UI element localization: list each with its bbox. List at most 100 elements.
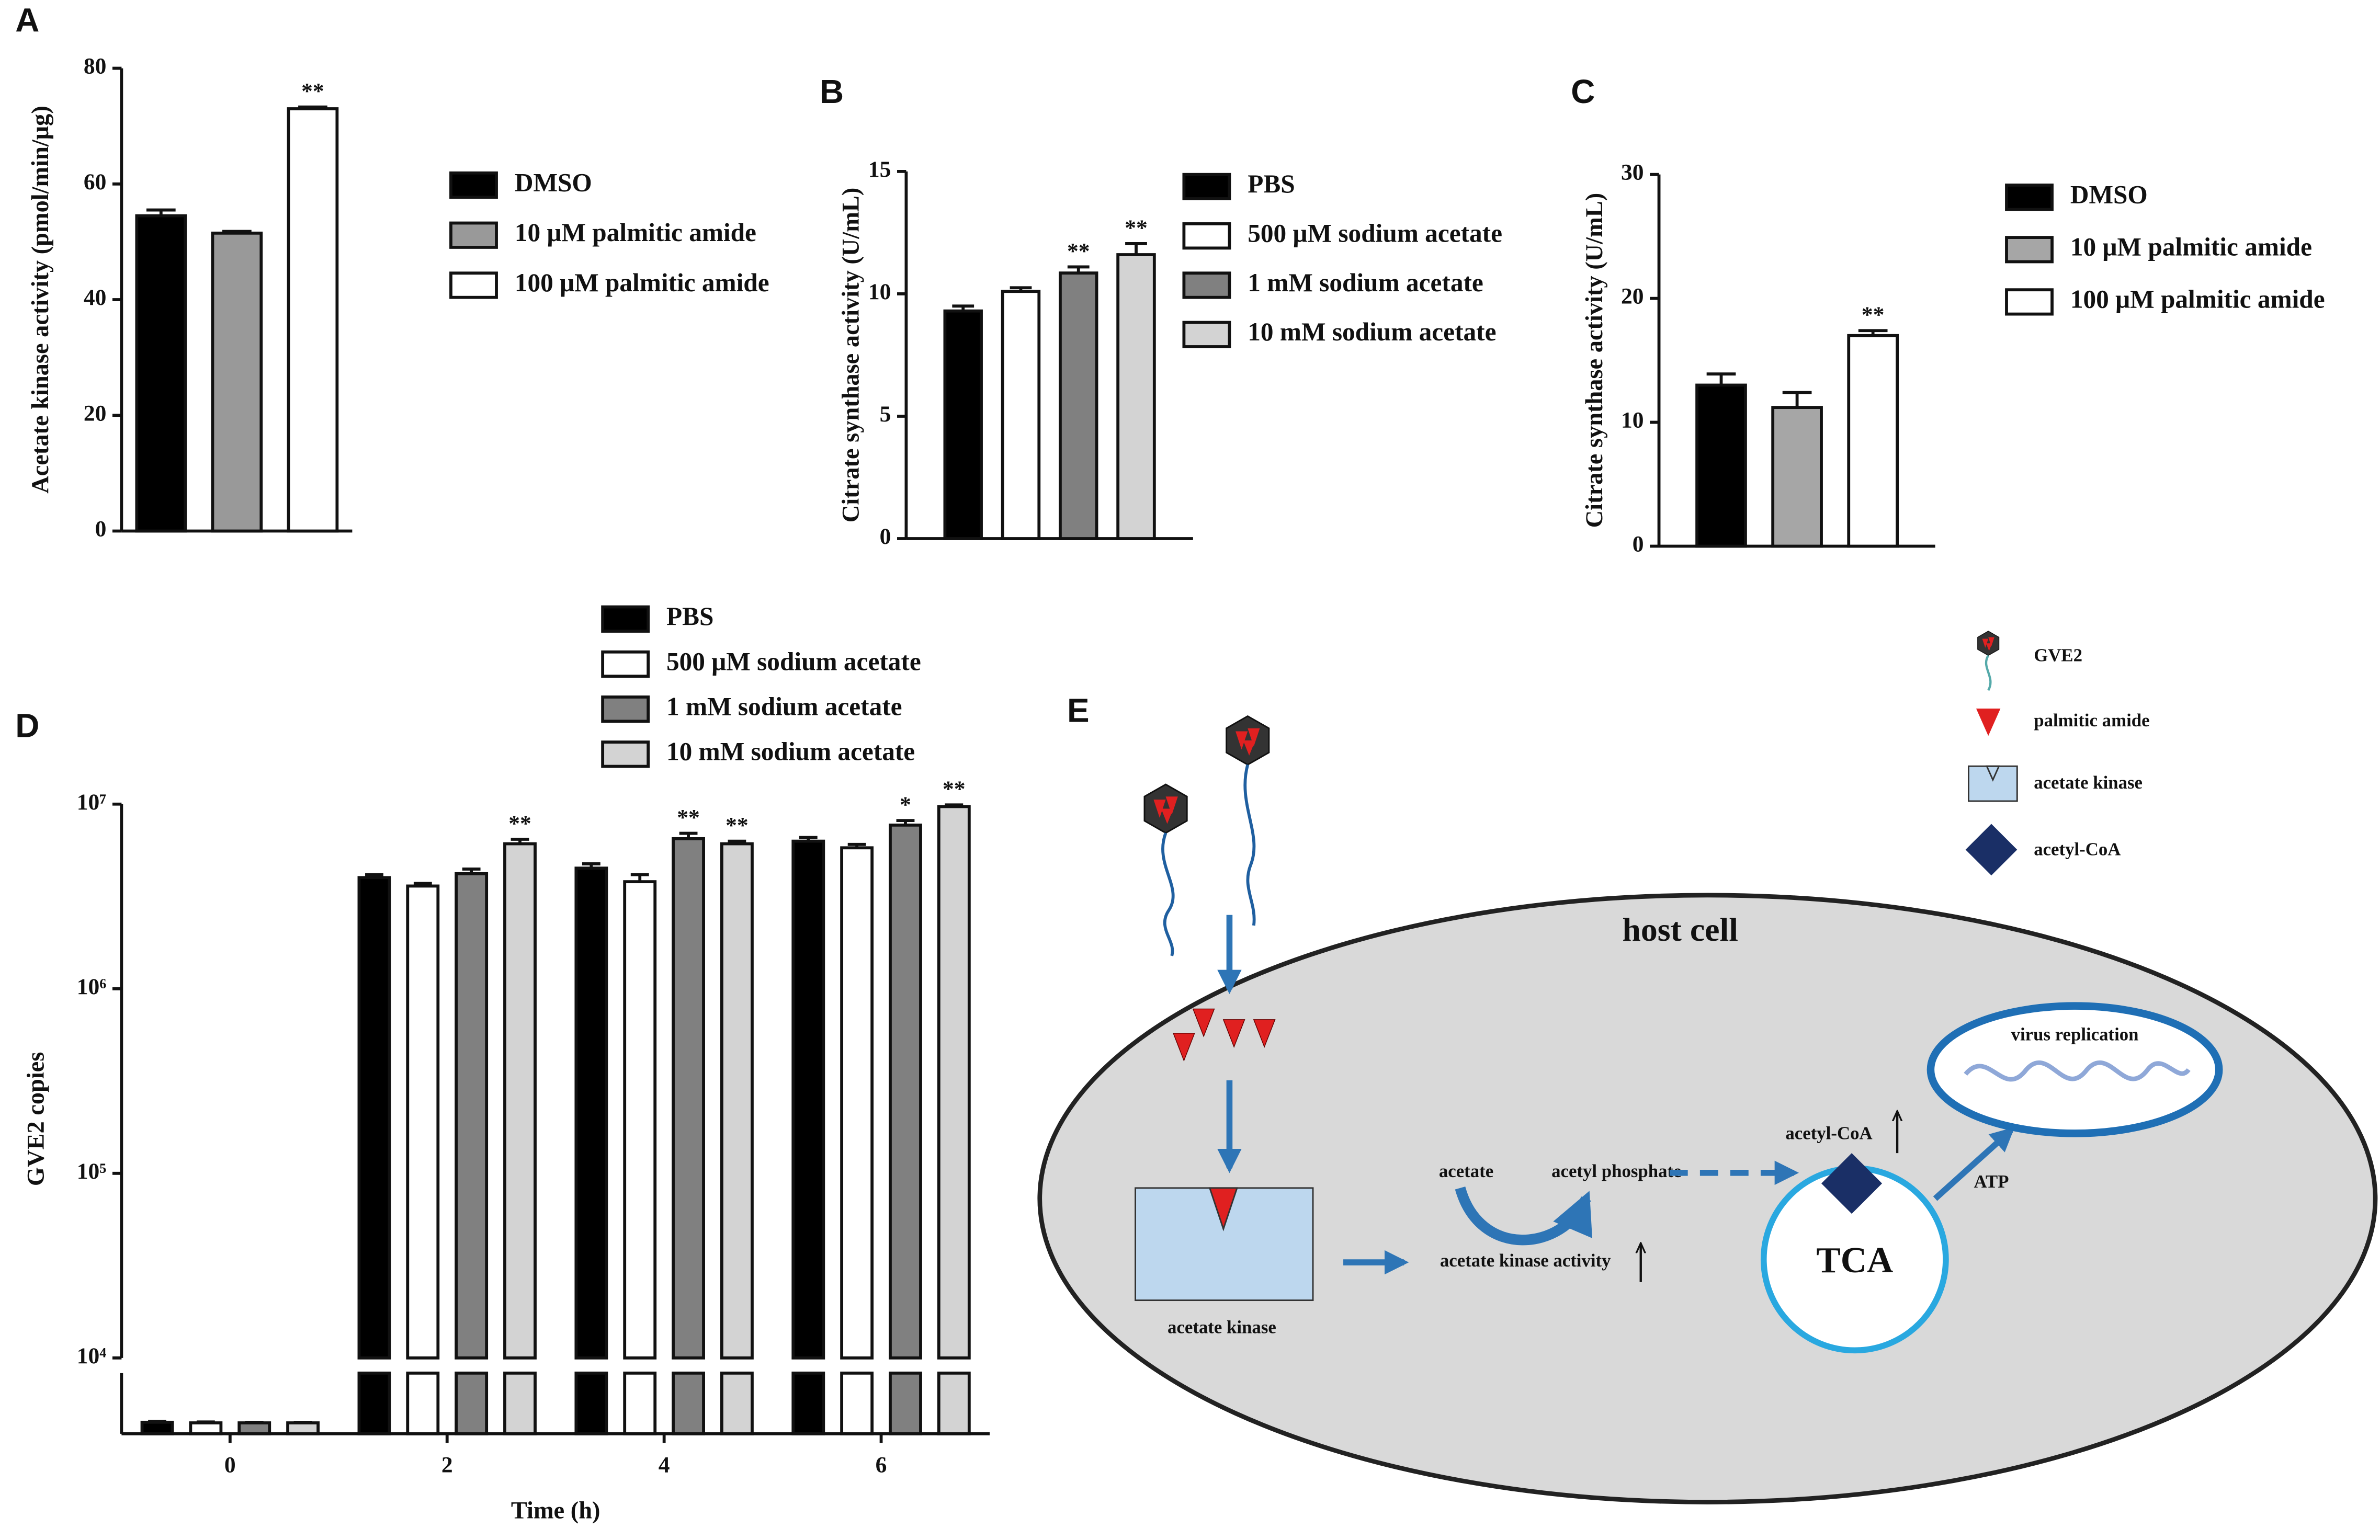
- legend-label: 10 mM sodium acetate: [666, 737, 915, 766]
- legend-swatch: [601, 605, 650, 633]
- legend-swatch: [1182, 173, 1231, 200]
- bar: [791, 839, 825, 1360]
- enzyme-label: acetate kinase: [1168, 1317, 1276, 1338]
- panel-label: D: [15, 707, 39, 745]
- bound-ligand: [1208, 1187, 1238, 1231]
- x-axis-label: Time (h): [511, 1497, 600, 1524]
- bar: [189, 1421, 223, 1435]
- palmitic-amide-group: [1173, 1008, 1276, 1062]
- curved-arrow: [1455, 1187, 1592, 1246]
- significance: **: [1067, 238, 1090, 264]
- bar: [140, 1420, 174, 1435]
- diagram: E host cell acetate kinase acetate kinas…: [1037, 631, 2378, 1504]
- y-tick-label: 30: [1621, 160, 1644, 185]
- bar: [720, 842, 754, 1360]
- y-tick-label: 40: [84, 285, 107, 310]
- bar-stub: [623, 1371, 657, 1435]
- legend-tail: [1985, 655, 1992, 691]
- bar: [135, 214, 187, 533]
- bar: [672, 837, 705, 1360]
- significance: **: [1125, 215, 1148, 241]
- legend-text: acetyl-CoA: [2034, 839, 2121, 860]
- legend-text: acetate kinase: [2034, 772, 2143, 793]
- legend-swatch: [1182, 271, 1231, 299]
- acetyl-coa-label: acetyl-CoA: [1785, 1123, 1872, 1143]
- bar: [1001, 290, 1041, 540]
- bar: [1847, 334, 1899, 548]
- activity-label: acetate kinase activity: [1440, 1250, 1611, 1271]
- host-label: host cell: [1622, 911, 1738, 948]
- bar-stub: [357, 1371, 391, 1435]
- bar-stub: [672, 1371, 705, 1435]
- bar: [287, 107, 339, 533]
- y-tick-label: 10⁵: [77, 1159, 107, 1184]
- bar: [286, 1421, 320, 1435]
- arrow: [1933, 1127, 2015, 1201]
- virus-icon: [1143, 783, 1188, 834]
- y-tick-label: 15: [868, 157, 891, 182]
- acetyl-phosphate-label: acetyl phosphate: [1551, 1161, 1681, 1181]
- genome: [1964, 1060, 2191, 1082]
- bar: [503, 842, 537, 1360]
- y-tick-label: 0: [95, 517, 107, 542]
- legend-label: DMSO: [515, 168, 592, 197]
- legend-diamond: [1965, 824, 2018, 876]
- y-tick-label: 10: [868, 279, 891, 304]
- replication-compartment: [1926, 1002, 2223, 1137]
- legend-swatch: [449, 271, 498, 299]
- significance: **: [508, 811, 531, 836]
- legend-label: 10 mM sodium acetate: [1248, 317, 1496, 346]
- x-tick-label: 6: [876, 1453, 887, 1478]
- legend-label: 1 mM sodium acetate: [666, 692, 902, 721]
- bar-stub: [406, 1371, 440, 1435]
- legend-text: GVE2: [2034, 645, 2082, 665]
- bar-stub: [791, 1371, 825, 1435]
- y-axis-label: GVE2 copies: [22, 1052, 49, 1187]
- legend-label: 1 mM sodium acetate: [1248, 268, 1483, 297]
- x-tick-label: 2: [441, 1453, 453, 1478]
- legend-label: 100 μM palmitic amide: [2070, 285, 2325, 314]
- y-tick-label: 20: [84, 401, 107, 426]
- panel-label: C: [1571, 73, 1595, 110]
- legend-swatch: [601, 650, 650, 678]
- y-tick-label: 80: [84, 54, 107, 79]
- acetyl-coa-icon: [1821, 1153, 1883, 1214]
- bar: [1059, 271, 1098, 540]
- y-axis-label: Citrate synthase activity (U/mL): [838, 188, 865, 523]
- bar-stub: [840, 1371, 874, 1435]
- significance: **: [301, 79, 324, 104]
- panel-label: E: [1067, 692, 1090, 729]
- x-tick-label: 4: [659, 1453, 670, 1478]
- legend-triangle: [1976, 708, 2001, 736]
- virus-icon: [1226, 715, 1270, 766]
- y-tick-label: 0: [880, 524, 891, 549]
- bar: [237, 1421, 271, 1435]
- significance: **: [677, 805, 700, 830]
- atp-label: ATP: [1974, 1171, 2009, 1192]
- bar-stub: [574, 1371, 608, 1435]
- legend-swatch: [449, 171, 498, 199]
- legend-label: PBS: [1248, 169, 1295, 198]
- y-tick-label: 10⁴: [77, 1343, 107, 1368]
- legend-swatch: [2005, 288, 2054, 316]
- bar: [1695, 383, 1747, 548]
- bar: [840, 846, 874, 1360]
- legend-label: DMSO: [2070, 180, 2148, 209]
- bar-stub: [455, 1371, 489, 1435]
- y-tick-label: 5: [880, 402, 891, 427]
- bar: [455, 872, 489, 1360]
- legend-swatch: [601, 740, 650, 768]
- legend-swatch: [449, 221, 498, 249]
- legend-text: palmitic amide: [2034, 710, 2149, 731]
- bar: [406, 884, 440, 1360]
- replication-label: virus replication: [2011, 1024, 2139, 1045]
- acetate-label: acetate: [1439, 1161, 1493, 1181]
- y-tick-label: 10⁶: [77, 974, 107, 999]
- legend-label: PBS: [666, 602, 713, 631]
- bar: [574, 866, 608, 1360]
- legend-label: 10 μM palmitic amide: [515, 218, 756, 247]
- bar-stub: [720, 1371, 754, 1435]
- bar: [937, 805, 971, 1360]
- legend-swatch: [2005, 184, 2054, 211]
